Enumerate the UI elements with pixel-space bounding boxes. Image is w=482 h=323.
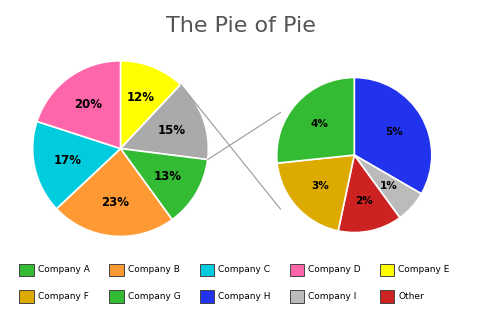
- Wedge shape: [354, 155, 421, 218]
- FancyBboxPatch shape: [380, 290, 394, 303]
- Text: 20%: 20%: [75, 98, 103, 111]
- Text: Company B: Company B: [128, 265, 180, 274]
- Text: 23%: 23%: [101, 196, 129, 209]
- Wedge shape: [33, 121, 120, 209]
- FancyBboxPatch shape: [200, 290, 214, 303]
- FancyBboxPatch shape: [109, 290, 124, 303]
- FancyBboxPatch shape: [19, 264, 34, 276]
- FancyBboxPatch shape: [290, 264, 304, 276]
- Text: 3%: 3%: [311, 181, 329, 191]
- Text: 12%: 12%: [127, 91, 155, 104]
- Text: 5%: 5%: [386, 127, 403, 137]
- Text: 1%: 1%: [380, 181, 398, 191]
- Text: Company F: Company F: [38, 292, 89, 301]
- FancyBboxPatch shape: [290, 290, 304, 303]
- Text: 2%: 2%: [355, 195, 373, 205]
- Text: Company C: Company C: [218, 265, 270, 274]
- Text: Company G: Company G: [128, 292, 180, 301]
- FancyBboxPatch shape: [109, 264, 124, 276]
- Text: Other: Other: [398, 292, 424, 301]
- Text: 4%: 4%: [311, 119, 329, 129]
- Text: Company H: Company H: [218, 292, 270, 301]
- FancyBboxPatch shape: [19, 290, 34, 303]
- Text: Company A: Company A: [38, 265, 90, 274]
- Wedge shape: [277, 78, 354, 163]
- FancyBboxPatch shape: [200, 264, 214, 276]
- Wedge shape: [120, 149, 208, 220]
- Text: Company I: Company I: [308, 292, 356, 301]
- Wedge shape: [354, 78, 432, 194]
- Wedge shape: [120, 85, 208, 160]
- Text: 17%: 17%: [54, 154, 81, 167]
- Wedge shape: [56, 149, 172, 236]
- Text: Company D: Company D: [308, 265, 361, 274]
- FancyBboxPatch shape: [380, 264, 394, 276]
- Wedge shape: [338, 155, 400, 233]
- Wedge shape: [37, 61, 120, 149]
- Wedge shape: [277, 155, 354, 231]
- Text: 15%: 15%: [158, 124, 186, 137]
- Wedge shape: [120, 61, 181, 149]
- Text: The Pie of Pie: The Pie of Pie: [166, 16, 316, 36]
- Text: 13%: 13%: [153, 170, 181, 183]
- Text: Company E: Company E: [398, 265, 450, 274]
